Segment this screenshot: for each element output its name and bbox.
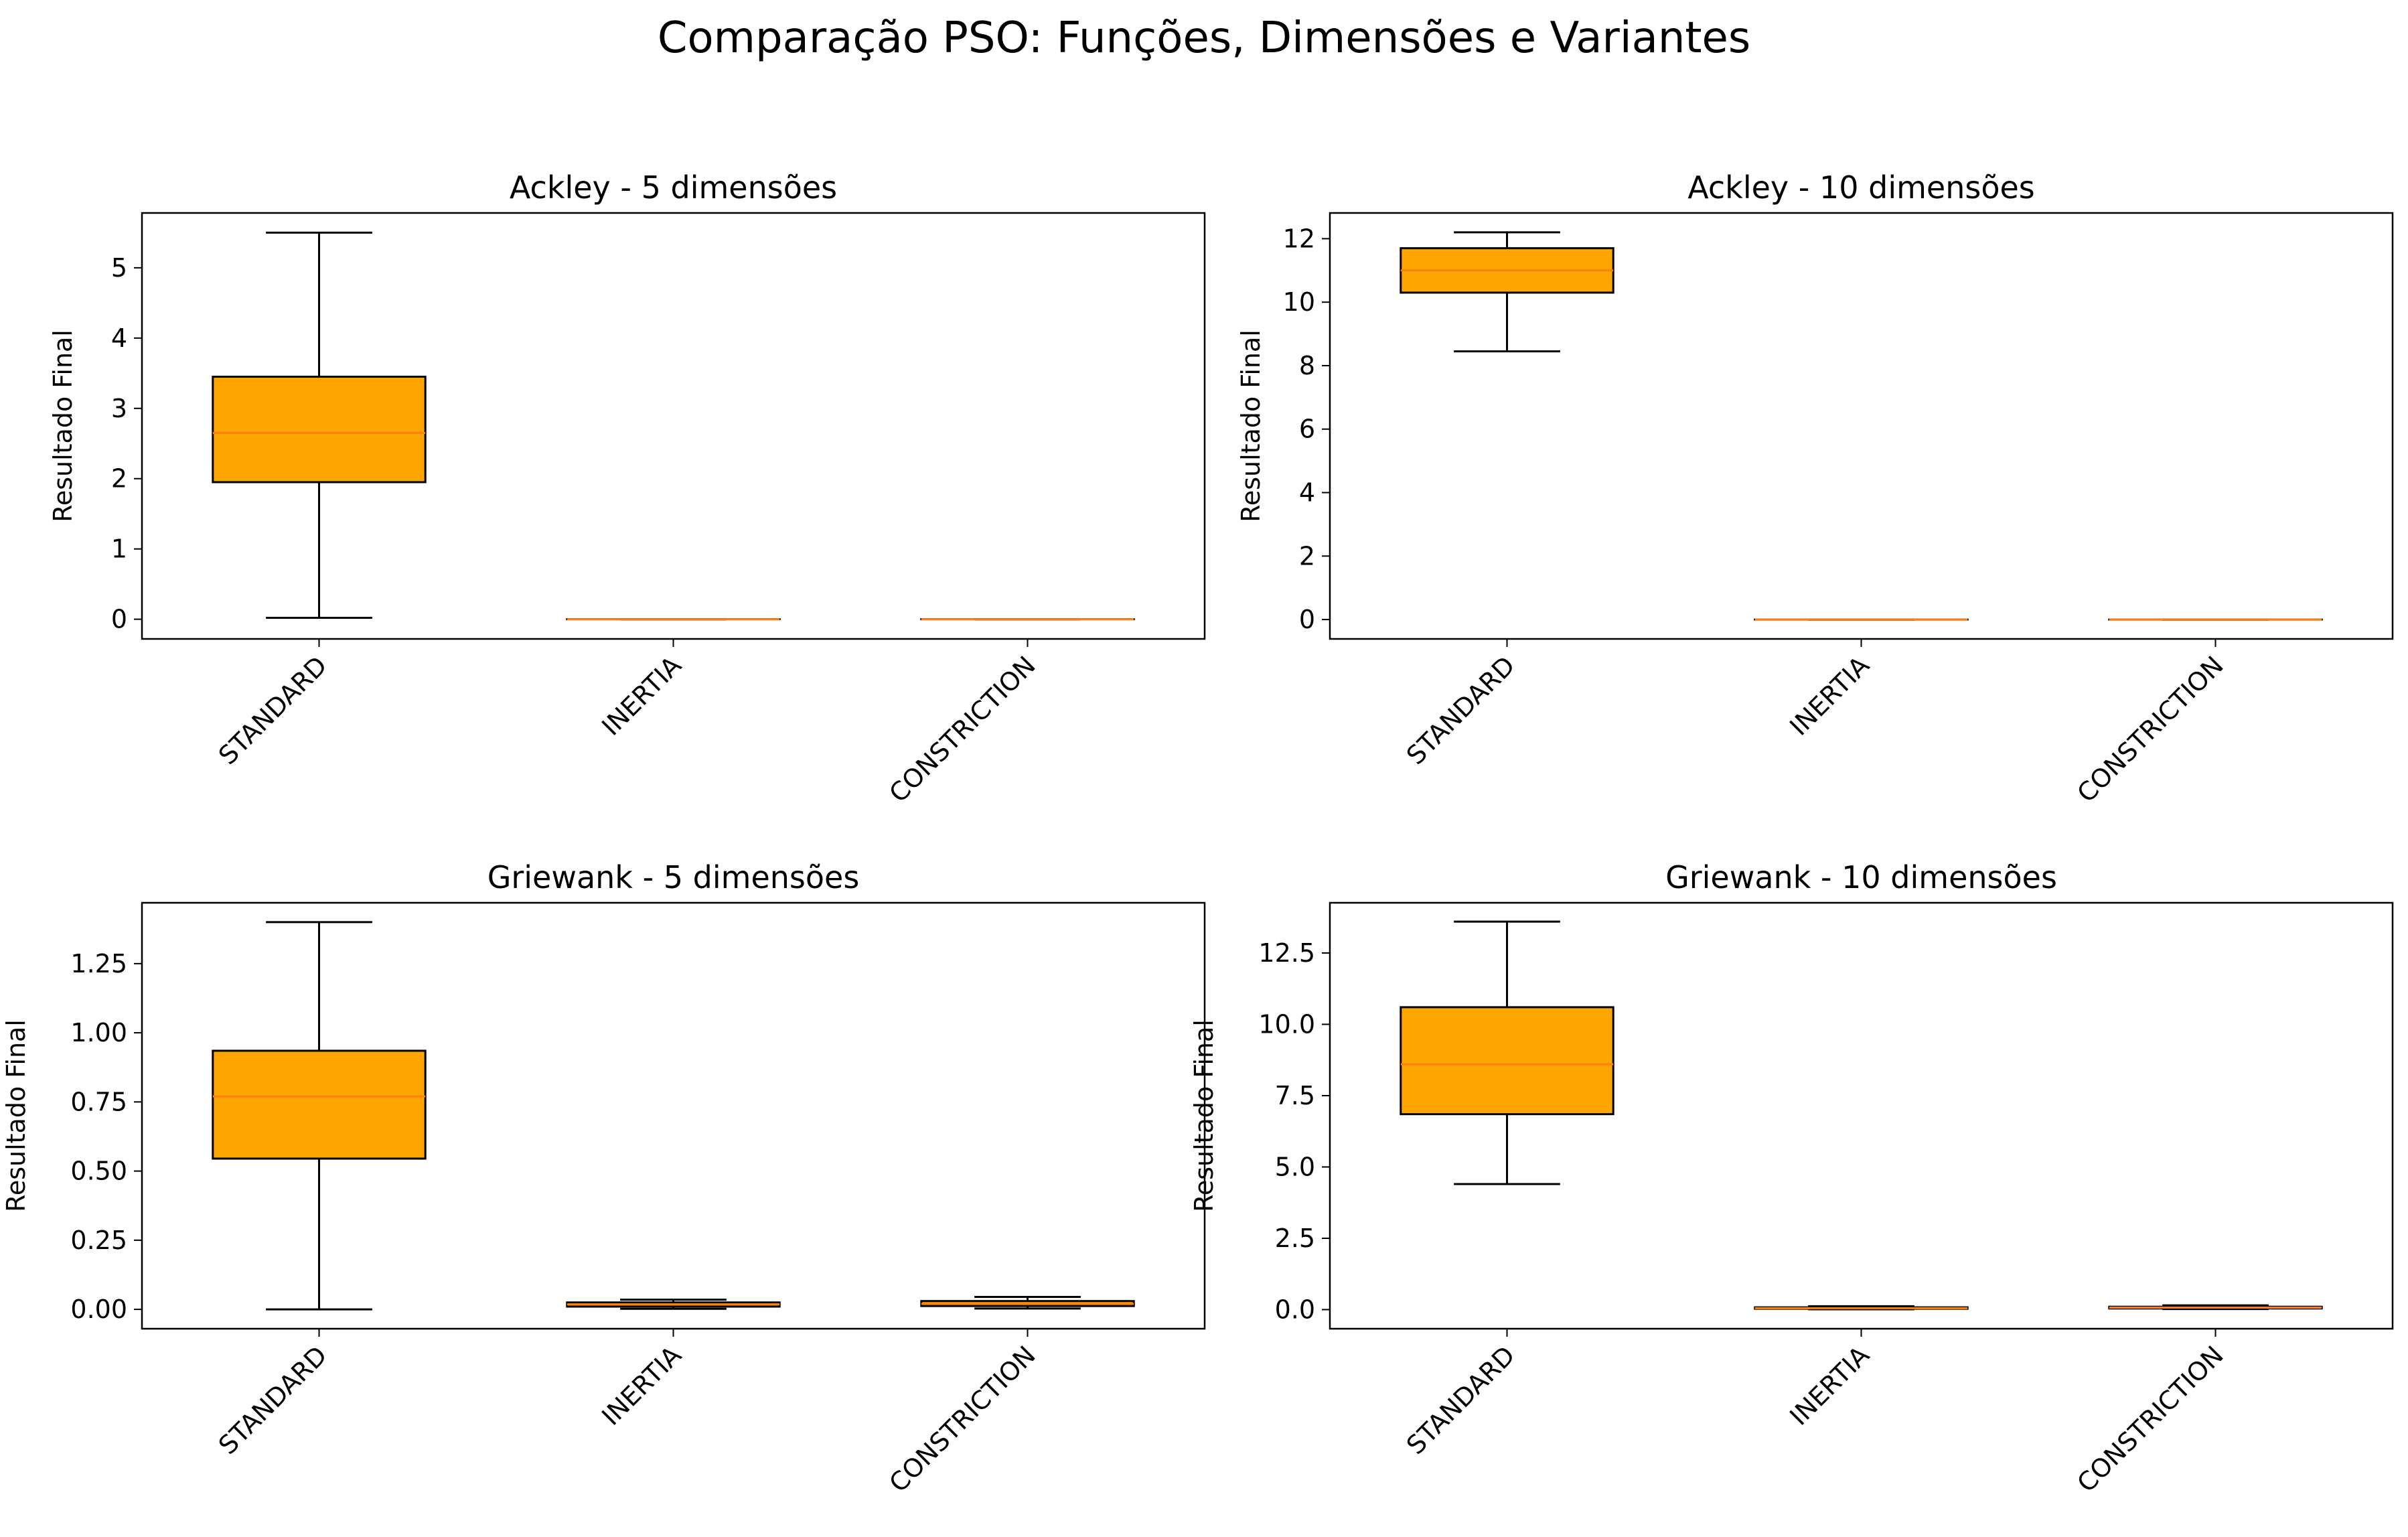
x-tick-label: CONSTRICTION <box>2071 1340 2229 1498</box>
y-tick-label: 3 <box>111 394 127 423</box>
y-tick-label: 0.25 <box>70 1226 127 1255</box>
subplot-title: Griewank - 10 dimensões <box>1665 859 2057 895</box>
subplot-title: Ackley - 10 dimensões <box>1687 169 2035 206</box>
y-tick-label: 1.00 <box>70 1018 127 1047</box>
box-inertia <box>1754 1305 1969 1311</box>
x-tick-label: CONSTRICTION <box>2071 650 2229 808</box>
subplot-4: Griewank - 10 dimensões 0.0 2.5 5.0 7.5 10.0 1… <box>1189 859 2394 1498</box>
subplot-title: Ackley - 5 dimensões <box>510 169 837 206</box>
y-tick-label: 0.0 <box>1275 1295 1315 1324</box>
y-tick-label: 4 <box>1299 478 1315 508</box>
y-axis-label: Resultado Final <box>1236 330 1266 522</box>
box-inertia <box>566 1299 781 1310</box>
y-tick-label: 1.25 <box>70 949 127 978</box>
box-standard <box>212 921 427 1311</box>
y-tick-label: 2 <box>1299 541 1315 571</box>
y-tick-label: 2 <box>111 464 127 494</box>
x-tick-label: INERTIA <box>596 650 687 741</box>
x-tick-label: INERTIA <box>1784 1340 1875 1431</box>
x-tick-label: STANDARD <box>1401 650 1521 770</box>
y-tick-label: 10.0 <box>1258 1009 1315 1039</box>
axes-frame <box>1329 212 2394 640</box>
y-tick-label: 7.5 <box>1275 1081 1315 1110</box>
y-axis-label: Resultado Final <box>1189 1019 1219 1212</box>
y-tick-label: 12.5 <box>1258 938 1315 968</box>
y-tick-label: 0.75 <box>70 1087 127 1116</box>
box-constriction <box>920 1296 1135 1310</box>
x-tick-label: CONSTRICTION <box>883 1340 1041 1498</box>
figure-title: Comparação PSO: Funções, Dimensões e Var… <box>658 13 1750 63</box>
subplot-2: Ackley - 10 dimensões 0 2 4 6 8 10 12 Resultado … <box>1236 169 2394 808</box>
subplot-1: Ackley - 5 dimensões 0 1 2 3 4 5 Resultado Fina… <box>48 169 1206 808</box>
x-tick-label: INERTIA <box>1784 650 1875 741</box>
x-tick-label: STANDARD <box>1401 1340 1521 1460</box>
x-tick-label: INERTIA <box>596 1340 687 1431</box>
box-standard <box>212 231 427 619</box>
y-tick-label: 0 <box>1299 605 1315 634</box>
y-tick-label: 0 <box>111 605 127 634</box>
y-tick-label: 5.0 <box>1275 1152 1315 1181</box>
iqr-box <box>1400 1006 1614 1116</box>
x-tick-label: STANDARD <box>213 1340 333 1460</box>
axes-frame <box>141 212 1206 640</box>
y-axis-label: Resultado Final <box>1 1019 31 1212</box>
y-tick-label: 8 <box>1299 351 1315 380</box>
x-tick-label: STANDARD <box>213 650 333 770</box>
axes-frame <box>1329 901 2394 1330</box>
y-tick-label: 12 <box>1283 224 1315 253</box>
y-tick-label: 2.5 <box>1275 1224 1315 1253</box>
box-constriction <box>2108 1304 2323 1311</box>
box-standard <box>1400 920 1614 1185</box>
subplot-title: Griewank - 5 dimensões <box>487 859 860 895</box>
y-tick-label: 10 <box>1283 287 1315 317</box>
iqr-box <box>212 1049 427 1160</box>
y-tick-label: 6 <box>1299 415 1315 444</box>
iqr-box <box>212 376 427 484</box>
box-standard <box>1400 231 1614 353</box>
y-tick-label: 0.50 <box>70 1157 127 1186</box>
y-tick-label: 5 <box>111 253 127 283</box>
x-tick-label: CONSTRICTION <box>883 650 1041 808</box>
axes-frame <box>141 901 1206 1330</box>
y-axis-label: Resultado Final <box>48 330 78 522</box>
y-tick-label: 4 <box>111 323 127 353</box>
y-tick-label: 0.00 <box>70 1295 127 1324</box>
subplot-3: Griewank - 5 dimensões 0.00 0.25 0.50 0.75 1.… <box>1 859 1206 1498</box>
y-tick-label: 1 <box>111 534 127 564</box>
